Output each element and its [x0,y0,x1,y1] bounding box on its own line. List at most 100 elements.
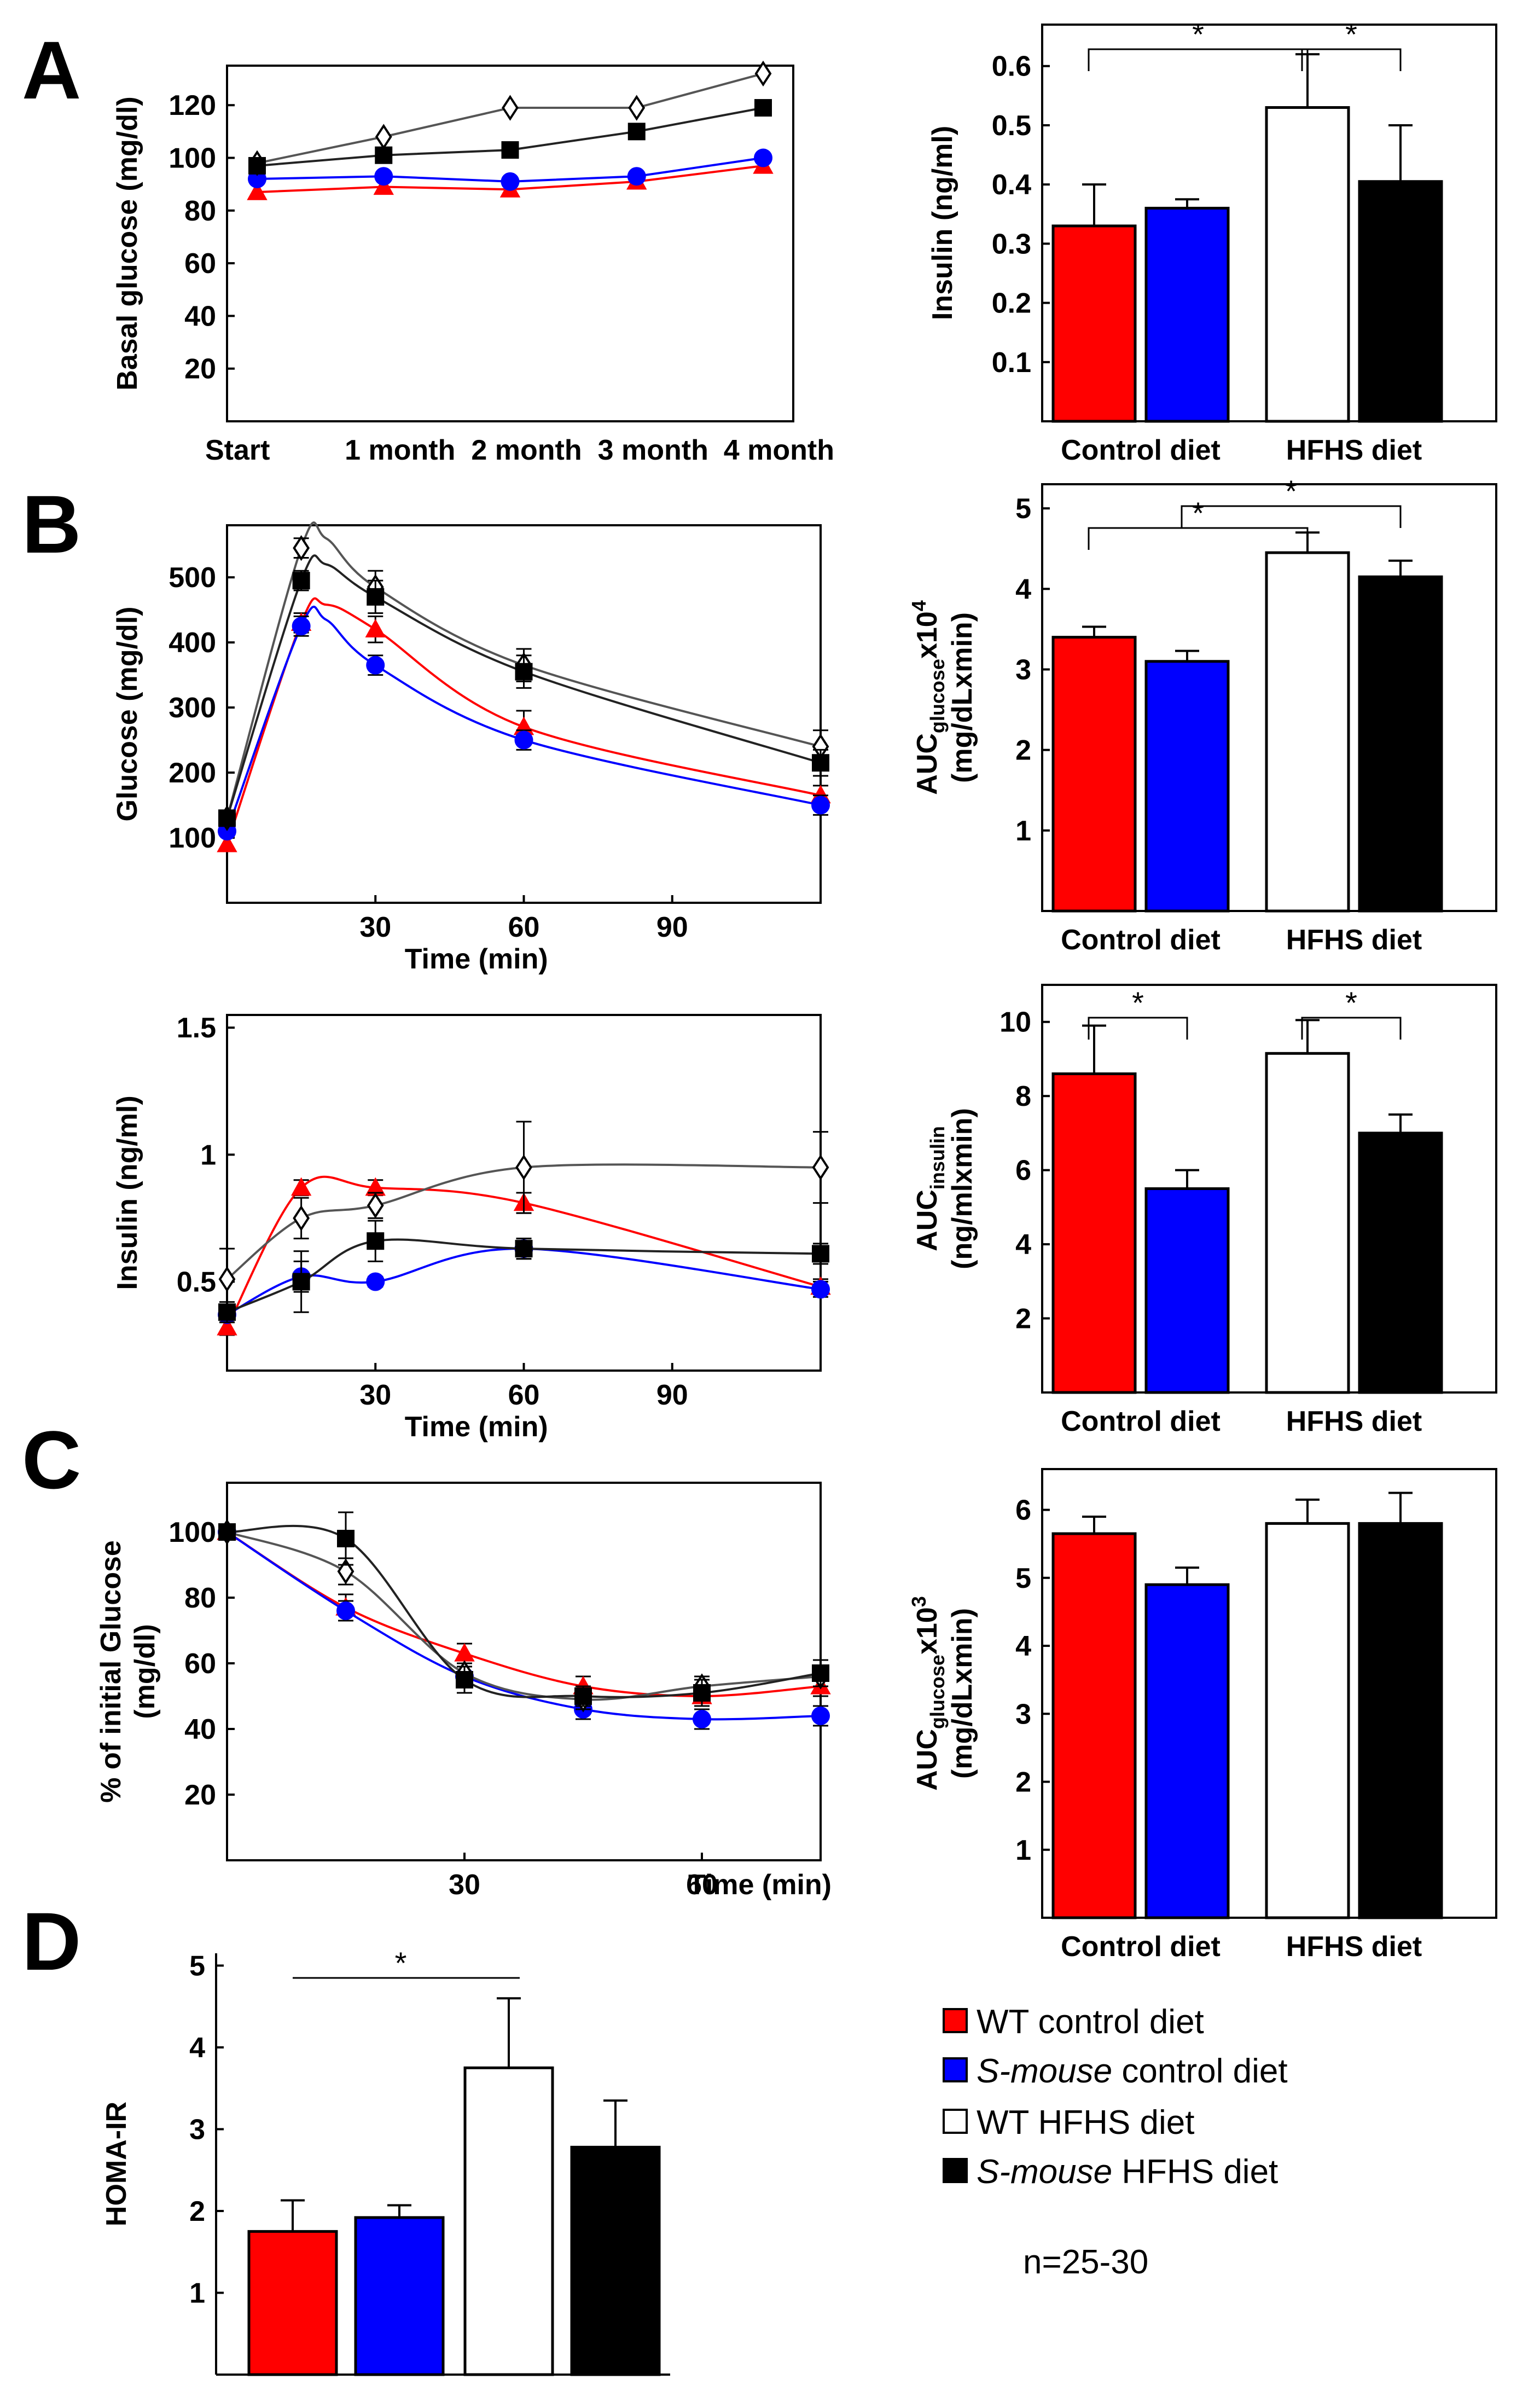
significance-star: * [1345,985,1357,1020]
y-axis-label-line: % of initial Glucose [95,1540,127,1803]
bar [1358,1522,1443,1919]
y-tick-label: 100 [168,1517,216,1548]
bracket-line [1301,48,1402,71]
data-point [812,754,829,772]
bar [1051,1072,1137,1394]
bar-smouse-control [354,2204,445,2376]
bar-smouse-hfhs [1358,1492,1443,1919]
y-tick-label: 0.4 [992,169,1031,201]
y-tick-label: 4 [189,2032,205,2064]
series-smouse-control [218,605,830,841]
data-point [292,572,310,590]
panel-letter-d: D [22,1895,81,1987]
y-tick-label: 1 [189,2277,205,2309]
bracket-line [1301,1017,1402,1040]
y-axis-label-auc: AUCglucosex104 [908,600,949,795]
x-tick-label: 90 [656,1379,688,1411]
data-point [337,1530,355,1547]
series-line [226,1163,821,1280]
bar [1358,575,1443,913]
y-tick-label: 5 [1015,493,1031,525]
data-point [811,1280,830,1299]
data-point [812,1664,829,1682]
chart-d-homa: 1 2 3 4 5 HOMA-IR * [101,1946,670,2376]
series-wt-hfhs [218,1121,829,1311]
data-point [217,1317,237,1336]
x-tick-label: 4 month [724,434,834,466]
significance-bracket: * [1088,496,1309,550]
bar-smouse-control [1144,1566,1230,1919]
chart-b-gtt-line: 30 60 90 Time (min) 100 200 300 400 500 Glucose (… [112,521,831,975]
legend-label-wt-control: WT control diet [977,2003,1204,2041]
significance-star: * [1192,496,1204,530]
y-tick-label: 40 [184,300,216,332]
legend-swatch-wt-hfhs [943,2109,968,2134]
plot-frame [226,65,794,422]
series-line [226,1531,821,1698]
bar [247,2230,338,2376]
x-tick-label: 30 [449,1869,480,1901]
data-point [218,1303,236,1321]
x-tick-label: 60 [508,1379,540,1411]
bar [354,2216,445,2376]
significance-star: * [395,1946,407,1980]
y-tick-label: 1.5 [177,1012,216,1044]
significance-bracket: * [1181,474,1402,528]
y-tick-label: 2 [1015,1303,1031,1335]
legend-item-wt-hfhs: WT HFHS diet [943,2104,1194,2142]
y-axis-label-line: Glucose (mg/dl) [112,607,143,822]
data-point [515,1240,533,1258]
x-tick-label: 60 [686,1869,718,1901]
bar-wt-hfhs [1265,1498,1350,1919]
bar-wt-control [1051,183,1137,423]
bar [1265,1052,1350,1394]
data-point [574,1687,592,1705]
bar [1265,551,1350,913]
sample-size-note: n=25-30 [1023,2243,1148,2281]
x-tick-label: 3 month [598,434,708,466]
series-wt-control [217,1521,831,1707]
bar [1265,106,1350,423]
bracket-line [1088,48,1309,71]
bracket-line [1088,1017,1188,1040]
series-line [226,1175,821,1328]
legend-item-wt-control: WT control diet [943,2003,1204,2041]
data-point [628,95,646,121]
data-point [812,1154,829,1181]
y-tick-label: 120 [168,90,216,121]
bar-wt-control [1051,625,1137,913]
data-point [218,1523,236,1541]
bar-wt-control [247,2199,338,2376]
data-point [247,182,268,200]
data-point [627,123,646,141]
y-tick-label: 40 [184,1714,216,1745]
data-point [292,1273,310,1291]
legend-swatch-smouse-hfhs [943,2158,968,2183]
y-axis-label-rest: x10 [911,1607,943,1655]
chart-a-bar: 0.1 0.2 0.3 0.4 0.5 0.6 Insulin (ng/ml) Control… [927,17,1497,466]
data-point [366,1272,385,1291]
significance-bracket: * [1088,985,1188,1040]
data-point [515,1154,532,1181]
x-tick-label: 1 month [345,434,455,466]
panel-letter-c: C [22,1414,81,1506]
bar [1144,206,1230,423]
data-point [218,1266,236,1292]
significance-star: * [1132,985,1144,1020]
series-line [226,1531,821,1721]
significance-bracket: * [1301,985,1402,1040]
y-tick-label: 5 [189,1950,205,1982]
x-tick-label: 2 month [471,434,582,466]
data-point [754,99,772,117]
y-axis-label-auc: AUCglucosex103 [908,1596,949,1791]
group-label: Control diet [1061,1406,1221,1437]
significance-bracket: * [1301,17,1402,71]
series-smouse-hfhs [218,1511,829,1707]
y-tick-label: 200 [168,757,216,789]
x-tick-label: 60 [508,912,540,943]
y-tick-label: 0.5 [992,110,1031,142]
y-axis-label-rest: x10 [911,611,943,659]
significance-star: * [1285,474,1297,508]
charts-layer: Start 1 month 2 month 3 month 4 month 20 40 60 8… [95,17,1497,2376]
